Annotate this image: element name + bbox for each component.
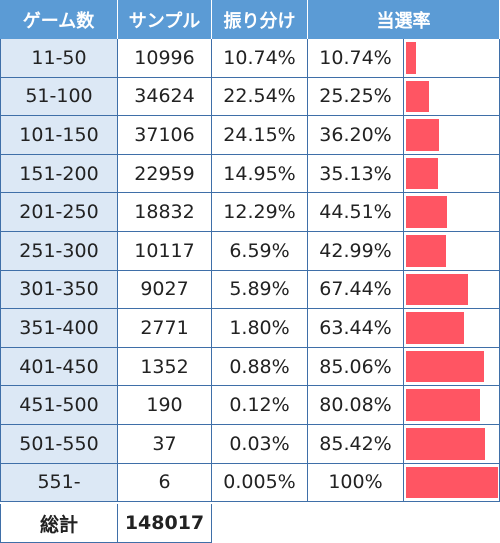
row-share: 5.89% bbox=[212, 270, 308, 310]
row-share: 6.59% bbox=[212, 232, 308, 271]
row-range: 101-150 bbox=[0, 116, 118, 155]
row-share: 12.29% bbox=[212, 193, 308, 232]
rate-bar-cell bbox=[404, 154, 500, 194]
row-share: 10.74% bbox=[212, 39, 308, 78]
rate-bar bbox=[406, 80, 430, 113]
row-rate: 42.99% bbox=[308, 232, 404, 271]
header-games: ゲーム数 bbox=[0, 0, 118, 39]
rate-bar bbox=[406, 273, 468, 306]
rate-bar-cell bbox=[404, 116, 500, 155]
row-share: 1.80% bbox=[212, 309, 308, 348]
row-sample: 10117 bbox=[118, 232, 212, 271]
row-range: 11-50 bbox=[0, 39, 118, 78]
row-sample: 37106 bbox=[118, 116, 212, 155]
row-range: 51-100 bbox=[0, 77, 118, 117]
rate-bar-cell bbox=[404, 386, 500, 425]
row-sample: 34624 bbox=[118, 77, 212, 117]
row-rate: 85.42% bbox=[308, 425, 404, 464]
row-rate: 35.13% bbox=[308, 154, 404, 194]
row-sample: 190 bbox=[118, 386, 212, 425]
row-rate: 67.44% bbox=[308, 270, 404, 310]
rate-bar bbox=[406, 466, 498, 499]
row-share: 0.12% bbox=[212, 386, 308, 425]
row-range: 501-550 bbox=[0, 425, 118, 464]
rate-bar bbox=[406, 42, 416, 74]
row-rate: 36.20% bbox=[308, 116, 404, 155]
header-share: 振り分け bbox=[212, 0, 308, 39]
row-share: 0.03% bbox=[212, 425, 308, 464]
rate-bar bbox=[406, 389, 480, 421]
row-sample: 9027 bbox=[118, 270, 212, 310]
row-sample: 6 bbox=[118, 463, 212, 503]
row-range: 201-250 bbox=[0, 193, 118, 232]
row-range: 151-200 bbox=[0, 154, 118, 194]
rate-bar bbox=[406, 350, 485, 383]
rate-bar bbox=[406, 157, 439, 190]
row-range: 251-300 bbox=[0, 232, 118, 271]
rate-bar-cell bbox=[404, 425, 500, 464]
rate-bar bbox=[406, 119, 440, 151]
row-rate: 100% bbox=[308, 463, 404, 503]
row-sample: 22959 bbox=[118, 154, 212, 194]
row-rate: 63.44% bbox=[308, 309, 404, 348]
row-rate: 44.51% bbox=[308, 193, 404, 232]
row-share: 14.95% bbox=[212, 154, 308, 194]
row-sample: 18832 bbox=[118, 193, 212, 232]
row-rate: 10.74% bbox=[308, 39, 404, 78]
rate-bar bbox=[406, 312, 465, 344]
rate-bar-cell bbox=[404, 77, 500, 117]
total-label: 総計 bbox=[0, 504, 118, 543]
row-sample: 10996 bbox=[118, 39, 212, 78]
rate-bar-cell bbox=[404, 193, 500, 232]
row-range: 301-350 bbox=[0, 270, 118, 310]
rate-bar-cell bbox=[404, 39, 500, 78]
row-rate: 80.08% bbox=[308, 386, 404, 425]
row-rate: 25.25% bbox=[308, 77, 404, 117]
rate-bar bbox=[406, 196, 447, 228]
header-rate: 当選率 bbox=[308, 0, 500, 39]
rate-bar-cell bbox=[404, 463, 500, 503]
rate-bar-cell bbox=[404, 347, 500, 387]
row-share: 24.15% bbox=[212, 116, 308, 155]
total-value: 148017 bbox=[118, 504, 212, 543]
row-sample: 1352 bbox=[118, 347, 212, 387]
row-sample: 2771 bbox=[118, 309, 212, 348]
row-range: 401-450 bbox=[0, 347, 118, 387]
rate-bar bbox=[406, 428, 485, 460]
row-range: 351-400 bbox=[0, 309, 118, 348]
row-share: 0.88% bbox=[212, 347, 308, 387]
row-share: 22.54% bbox=[212, 77, 308, 117]
row-share: 0.005% bbox=[212, 463, 308, 503]
rate-bar-cell bbox=[404, 270, 500, 310]
rate-bar-cell bbox=[404, 309, 500, 348]
rate-bar-cell bbox=[404, 232, 500, 271]
header-sample: サンプル bbox=[118, 0, 212, 39]
row-rate: 85.06% bbox=[308, 347, 404, 387]
row-range: 451-500 bbox=[0, 386, 118, 425]
row-range: 551- bbox=[0, 463, 118, 503]
row-sample: 37 bbox=[118, 425, 212, 464]
rate-bar bbox=[406, 235, 446, 267]
